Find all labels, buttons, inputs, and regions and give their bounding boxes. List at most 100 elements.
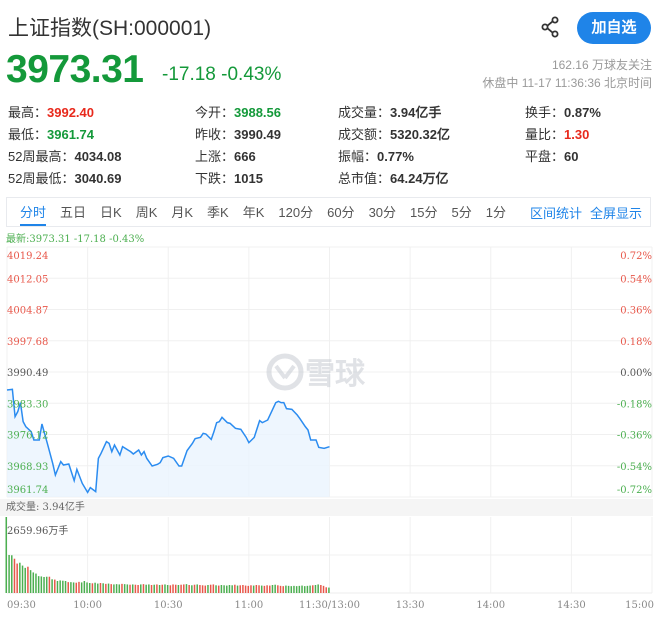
volume-bar	[234, 584, 236, 593]
volume-bar	[188, 584, 190, 593]
volume-bar	[193, 584, 196, 593]
tab-12[interactable]: 1分	[485, 205, 506, 220]
volume-bar	[207, 584, 209, 593]
stat-value: 5320.32亿	[390, 127, 451, 142]
stat-item: 振幅：0.77%	[338, 146, 414, 165]
volume-bar	[54, 579, 56, 593]
volume-bar	[43, 576, 45, 593]
fullscreen-button[interactable]: 全屏显示	[589, 205, 642, 221]
stat-value: 4034.08	[74, 149, 122, 164]
stat-item: 平盘：60	[525, 146, 578, 165]
stat-label: 最低：	[8, 127, 48, 142]
volume-bar	[45, 576, 48, 593]
percent-axis-label: 0.00%	[620, 368, 652, 379]
volume-bar	[217, 585, 220, 593]
volume-bar	[80, 582, 83, 593]
range-stats-button[interactable]: 区间统计	[529, 205, 582, 221]
stat-item: 最低：3961.74	[8, 124, 94, 143]
change-value: -17.18	[162, 64, 216, 85]
stat-label: 昨收：	[195, 127, 235, 142]
time-axis-label: 09:30	[7, 600, 36, 611]
volume-bar	[97, 583, 99, 593]
tab-6[interactable]: 年K	[242, 205, 265, 220]
percent-axis-label: -0.54%	[617, 462, 652, 473]
stat-value: 3961.74	[47, 127, 95, 142]
price-axis-label: 4004.87	[7, 306, 48, 317]
volume-bar	[250, 585, 252, 593]
price-area	[7, 389, 330, 497]
percent-axis-label: -0.36%	[617, 431, 652, 442]
price-axis-label: 4012.05	[7, 274, 48, 285]
tab-7[interactable]: 120分	[278, 205, 314, 220]
stat-label: 52周最低：	[8, 171, 75, 186]
volume-bar	[258, 585, 260, 593]
share-icon[interactable]	[540, 16, 560, 38]
volume-bar	[110, 584, 112, 593]
volume-bar	[105, 583, 107, 593]
stat-item: 上涨：666	[195, 146, 256, 165]
volume-bar	[150, 584, 153, 593]
volume-bar	[24, 567, 26, 593]
volume-bar	[215, 585, 217, 593]
price-line	[6, 388, 330, 494]
volume-bar	[185, 584, 188, 593]
volume-bar	[115, 584, 118, 593]
tab-3[interactable]: 周K	[135, 205, 158, 220]
volume-bar	[209, 584, 212, 593]
tab-0[interactable]: 分时	[20, 198, 47, 226]
volume-bar	[83, 580, 86, 593]
price-axis-label: 3997.68	[7, 337, 48, 348]
add-to-watchlist-button[interactable]: 加自选	[577, 12, 651, 44]
volume-bar	[70, 582, 72, 593]
volume-bar	[263, 585, 266, 593]
volume-bar	[282, 586, 284, 593]
volume-bar	[137, 584, 139, 593]
volume-bar	[295, 586, 298, 593]
volume-bar	[37, 576, 40, 593]
percent-axis-label: -0.72%	[617, 485, 652, 496]
stat-value: 3992.40	[47, 105, 95, 120]
volume-bar	[16, 563, 18, 593]
current-price: 3973.31	[6, 48, 144, 91]
volume-bar	[91, 583, 94, 593]
volume-bar	[290, 586, 293, 593]
volume-bar	[40, 576, 43, 593]
volume-bar	[107, 583, 110, 593]
volume-max-label: 2659.96万手	[7, 526, 69, 537]
tab-8[interactable]: 60分	[327, 205, 355, 220]
tab-1[interactable]: 五日	[60, 205, 87, 220]
price-change: -17.18 -0.43%	[162, 64, 281, 86]
tab-10[interactable]: 15分	[410, 205, 438, 220]
tab-9[interactable]: 30分	[368, 205, 397, 220]
volume-bar	[113, 584, 115, 593]
time-axis-label: 15:00	[625, 600, 654, 611]
volume-bar	[239, 585, 241, 593]
volume-bar	[231, 585, 233, 593]
volume-bar	[35, 573, 37, 593]
stat-label: 最高：	[8, 105, 48, 120]
volume-label: 成交量: 3.94亿手	[0, 499, 653, 516]
volume-bar	[317, 584, 319, 593]
tab-4[interactable]: 月K	[171, 205, 194, 220]
volume-bar	[223, 585, 225, 593]
volume-bar	[279, 585, 282, 593]
tab-2[interactable]: 日K	[100, 205, 122, 220]
volume-bar	[19, 562, 21, 593]
volume-bar	[301, 585, 303, 593]
volume-bar	[75, 582, 78, 593]
tab-5[interactable]: 季K	[207, 205, 229, 220]
stat-item: 最高：3992.40	[8, 102, 94, 121]
volume-bar	[27, 566, 29, 593]
volume-bar	[51, 579, 53, 593]
volume-bar	[201, 585, 204, 593]
volume-bar	[145, 584, 147, 593]
latest-quote: 最新:3973.31 -17.18 -0.43%	[6, 234, 145, 245]
volume-bar	[99, 582, 102, 593]
percent-axis-label: -0.18%	[617, 399, 652, 410]
volume-bar	[78, 581, 80, 593]
xueqiu-watermark: 雪球	[266, 353, 366, 392]
stat-item: 52周最低：3040.69	[8, 168, 121, 187]
tab-11[interactable]: 5分	[451, 205, 472, 220]
stat-label: 量比：	[525, 127, 565, 142]
volume-bar	[287, 585, 290, 593]
